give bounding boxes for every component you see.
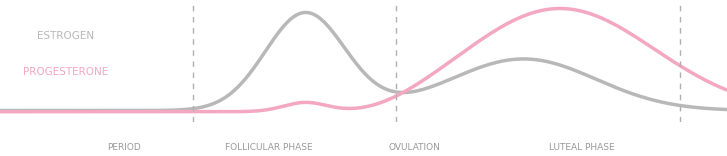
Text: LUTEAL PHASE: LUTEAL PHASE — [549, 143, 614, 152]
Text: PERIOD: PERIOD — [107, 143, 140, 152]
Text: ESTROGEN: ESTROGEN — [37, 31, 94, 41]
Text: PROGESTERONE: PROGESTERONE — [23, 67, 108, 77]
Text: FOLLICULAR PHASE: FOLLICULAR PHASE — [225, 143, 313, 152]
Text: OVULATION: OVULATION — [388, 143, 441, 152]
